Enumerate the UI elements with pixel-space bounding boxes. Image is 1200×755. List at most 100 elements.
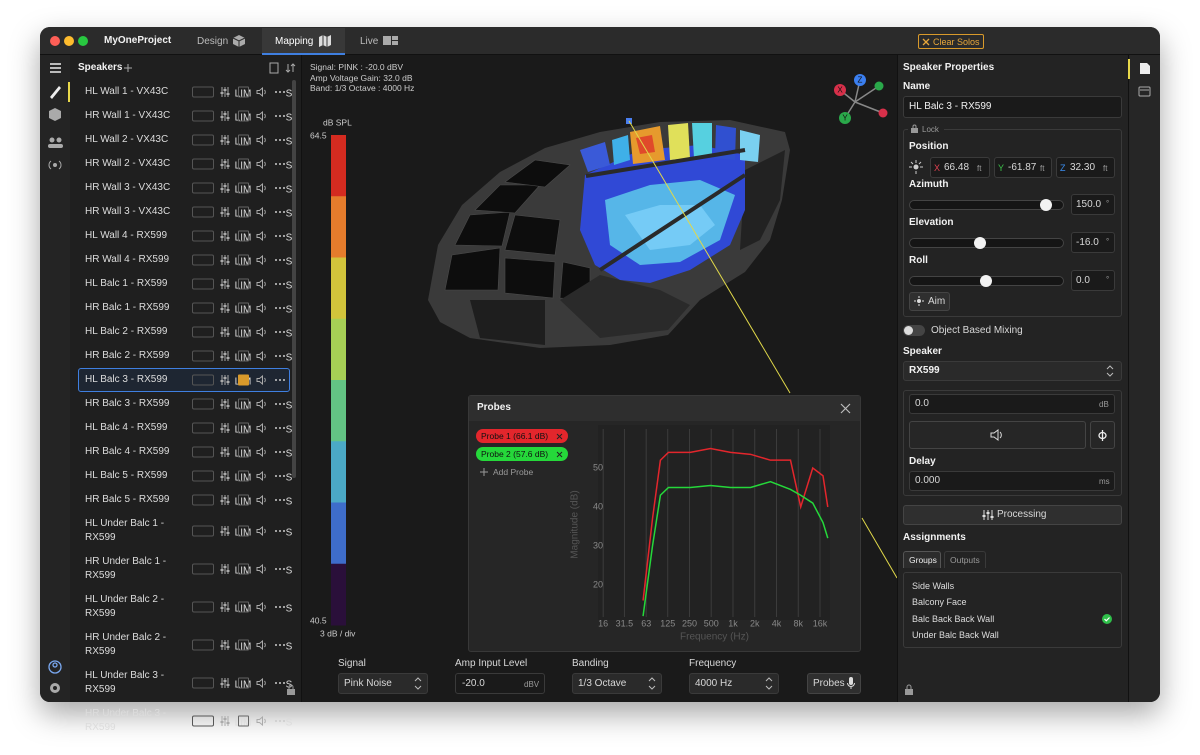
broadcast-icon[interactable] (48, 160, 62, 170)
more-icon[interactable] (274, 330, 286, 334)
y-input[interactable] (994, 157, 1052, 178)
toggle[interactable] (903, 325, 925, 336)
elevation-slider[interactable] (909, 238, 1064, 248)
mute-icon[interactable] (256, 526, 268, 536)
more-icon[interactable] (274, 450, 286, 454)
limiter-button[interactable]: LIM (192, 110, 251, 124)
layers-icon[interactable] (1138, 86, 1151, 97)
speaker-row[interactable]: HL Balc 1 - RX599 LIM S (78, 272, 292, 296)
speaker-row[interactable]: HR Under Balc 1 - RX599 LIM S (78, 550, 292, 588)
more-icon[interactable] (274, 605, 286, 609)
more-icon[interactable] (274, 426, 286, 430)
amp-input[interactable] (455, 673, 545, 694)
mixer-icon[interactable] (220, 399, 230, 409)
speaker-row[interactable]: HR Wall 4 - RX599 LIM S (78, 248, 292, 272)
mixer-icon[interactable] (220, 255, 230, 265)
limiter-button[interactable]: LIM (192, 254, 251, 268)
menu-icon[interactable] (50, 63, 61, 73)
more-icon[interactable] (274, 643, 286, 647)
limiter-button[interactable]: LIM (192, 446, 251, 460)
mute-icon[interactable] (256, 159, 268, 169)
limiter-button[interactable]: LIM (192, 563, 251, 577)
speaker-row[interactable]: HR Balc 4 - RX599 LIM S (78, 440, 292, 464)
limiter-button[interactable]: LIM (192, 374, 251, 388)
mute-icon[interactable] (256, 207, 268, 217)
sort-icon[interactable] (285, 63, 296, 73)
solo-button[interactable]: S (238, 446, 292, 460)
limiter-button[interactable]: LIM (192, 350, 251, 364)
mixer-icon[interactable] (220, 423, 230, 433)
speaker-row[interactable]: HL Wall 4 - RX599 LIM S (78, 224, 292, 248)
solo-button[interactable]: S (238, 254, 292, 268)
limiter-button[interactable]: LIM (192, 182, 251, 196)
solo-button[interactable]: S (238, 422, 292, 436)
add-speaker-icon[interactable] (123, 63, 133, 73)
mute-icon[interactable] (256, 447, 268, 457)
mute-icon[interactable] (256, 640, 268, 650)
mixer-icon[interactable] (220, 602, 230, 612)
speaker-row[interactable]: HL Under Balc 2 - RX599 LIM S (78, 588, 292, 626)
speaker-row[interactable]: HL Under Balc 1 - RX599 LIM S (78, 512, 292, 550)
speaker-row[interactable]: HR Balc 5 - RX599 LIM S (78, 488, 292, 512)
gain-input[interactable] (909, 394, 1115, 414)
more-icon[interactable] (274, 306, 286, 310)
speaker-row[interactable]: HR Balc 2 - RX599 LIM S (78, 344, 292, 368)
speaker-row[interactable]: HR Wall 3 - VX43C LIM S (78, 200, 292, 224)
banding-select[interactable] (572, 673, 662, 694)
group-item[interactable]: Side Walls (912, 580, 1112, 596)
more-icon[interactable] (274, 234, 286, 238)
mute-icon[interactable] (256, 135, 268, 145)
slider-knob[interactable] (974, 237, 986, 249)
more-icon[interactable] (274, 282, 286, 286)
scrollbar[interactable] (292, 80, 296, 478)
mixer-icon[interactable] (220, 495, 230, 505)
mute-icon[interactable] (256, 111, 268, 121)
minimize-button[interactable] (64, 36, 74, 46)
mixer-icon[interactable] (220, 87, 230, 97)
solo-button[interactable]: S (238, 302, 292, 316)
remove-probe[interactable] (556, 433, 563, 440)
limiter-button[interactable]: LIM (192, 601, 251, 615)
solo-button[interactable]: S (238, 206, 292, 220)
mute-icon[interactable] (256, 279, 268, 289)
speaker-row[interactable]: HL Balc 2 - RX599 LIM S (78, 320, 292, 344)
limiter-button[interactable]: LIM (192, 422, 251, 436)
mixer-icon[interactable] (220, 279, 230, 289)
more-icon[interactable] (274, 258, 286, 262)
limiter-button[interactable]: LIM (192, 494, 251, 508)
lock-icon[interactable] (285, 684, 297, 696)
solo-button[interactable]: S (238, 110, 292, 124)
zoom-button[interactable] (78, 36, 88, 46)
mute-icon[interactable] (256, 327, 268, 337)
mute-icon[interactable] (256, 303, 268, 313)
more-icon[interactable] (274, 529, 286, 533)
signal-select[interactable] (338, 673, 428, 694)
mixer-icon[interactable] (220, 159, 230, 169)
z-input[interactable] (1056, 157, 1115, 178)
group-item[interactable]: Balcony Face (912, 596, 1112, 612)
remove-probe[interactable] (556, 451, 563, 458)
slider-knob[interactable] (1040, 199, 1052, 211)
limiter-button[interactable]: LIM (192, 525, 251, 539)
limiter-button[interactable]: LIM (192, 86, 251, 100)
more-icon[interactable] (274, 354, 286, 358)
limiter-button[interactable]: LIM (192, 278, 251, 292)
more-icon[interactable] (274, 719, 286, 723)
more-icon[interactable] (274, 498, 286, 502)
tab[interactable] (903, 551, 941, 568)
azimuth-slider[interactable] (909, 200, 1064, 210)
mixer-icon[interactable] (220, 716, 230, 726)
speaker-row[interactable]: HL Wall 1 - VX43C LIM S (78, 80, 292, 104)
solo-button[interactable]: S (238, 563, 292, 577)
mixer-icon[interactable] (220, 327, 230, 337)
limiter-button[interactable]: LIM (192, 206, 251, 220)
cube-icon[interactable] (49, 108, 61, 121)
speaker-row[interactable]: HL Balc 4 - RX599 LIM S (78, 416, 292, 440)
speaker-row[interactable]: HL Balc 5 - RX599 LIM S (78, 464, 292, 488)
probe-pill[interactable]: Probe 2 (57.6 dB) (476, 447, 568, 461)
speaker-row[interactable]: HR Under Balc 3 - RX599 LIM S (78, 702, 292, 740)
solo-button[interactable]: S (238, 350, 292, 364)
mixer-icon[interactable] (220, 471, 230, 481)
solo-button[interactable]: S (238, 639, 292, 653)
probe-pill[interactable]: Probe 1 (66.1 dB) (476, 429, 568, 443)
